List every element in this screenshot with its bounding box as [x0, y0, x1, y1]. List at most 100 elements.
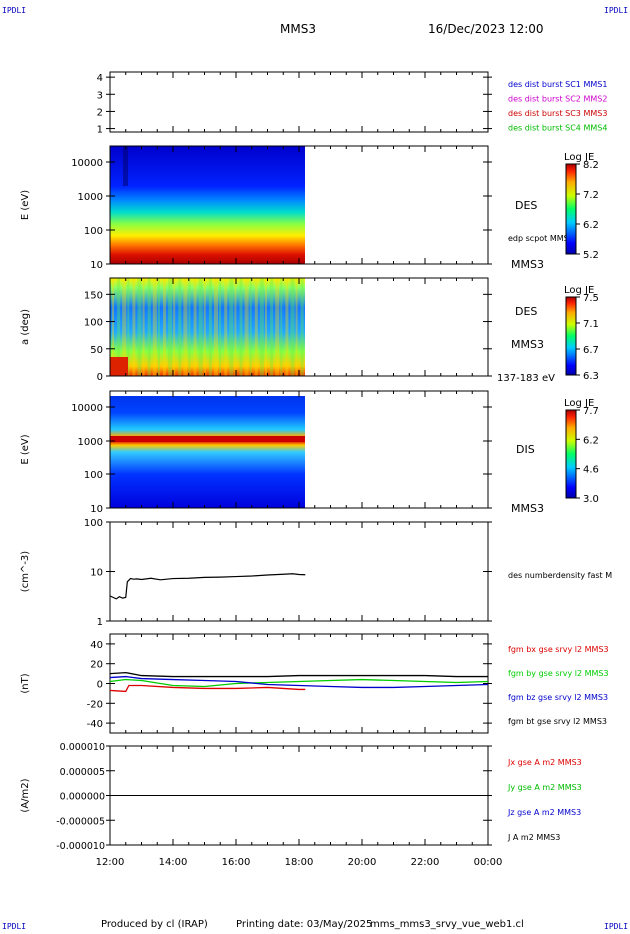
des-pitch-stripe	[244, 278, 249, 376]
corner-label-bottom-left: IPDLI	[2, 922, 27, 931]
des-pitch-stripe	[193, 278, 197, 376]
y-tick-label: 150	[84, 290, 103, 301]
dis-energy-spectrogram	[110, 396, 305, 508]
des-pitch-stripe	[183, 278, 188, 376]
des-pitch-stripe	[249, 278, 252, 376]
footer-printing-date: Printing date: 03/May/2025	[236, 919, 373, 930]
y-axis-label: (cm^-3)	[20, 551, 31, 592]
header-spacecraft: MMS3	[280, 22, 316, 36]
des-pitch-stripe	[178, 278, 182, 376]
y-tick-label: 0.000005	[60, 767, 105, 778]
des-energy-right-sub: edp scpot MMS3	[508, 234, 574, 243]
panel-quality	[109, 71, 489, 133]
des-pitch-spectrogram	[110, 278, 305, 376]
density-legend-label: des numberdensity fast M	[508, 571, 612, 580]
des-pitch-stripe	[152, 278, 157, 376]
colorbar-tick-label: 7.5	[583, 293, 599, 304]
y-tick-label: -20	[87, 699, 103, 710]
magnetic-line-1	[109, 678, 489, 688]
colorbar-tick-label: 6.2	[583, 435, 599, 446]
quality-legend-label: des dist burst SC1 MMS1	[508, 80, 607, 89]
des-pitch-stripe	[214, 278, 218, 376]
des-pitch-right-label: DES	[515, 305, 537, 318]
des-pitch-stripe	[295, 278, 298, 376]
colorbar-tick-label: 7.1	[583, 319, 599, 330]
y-tick-label: 2	[97, 107, 103, 118]
des-pitch-stripe	[203, 278, 206, 376]
des-pitch-stripe	[239, 278, 243, 376]
des-pitch-stripe	[168, 278, 173, 376]
y-tick-label: 10	[90, 568, 103, 579]
magnetic-legend-label: fgm by gse srvy l2 MMS3	[508, 669, 609, 678]
magnetic-legend-label: fgm bx gse srvy l2 MMS3	[508, 645, 609, 654]
des-energy-right-label: DES	[515, 199, 537, 212]
x-tick-label: 14:00	[159, 857, 188, 868]
des-pitch-stripe	[280, 278, 283, 376]
y-tick-label: 100	[84, 226, 103, 237]
colorbar-tick-label: 6.2	[583, 220, 599, 231]
des-energy-bottom-label: MMS3	[511, 258, 544, 271]
des-pitch-right-sub: MMS3	[511, 338, 544, 351]
corner-label-top-left: IPDLI	[2, 6, 27, 15]
des-pitch-stripe	[224, 278, 228, 376]
y-tick-label: 100	[84, 470, 103, 481]
des-pitch-stripe	[285, 278, 289, 376]
y-tick-label: 100	[84, 318, 103, 329]
magnetic-legend-label: fgm bz gse srvy l2 MMS3	[508, 693, 608, 702]
colorbar-tick-label: 7.7	[583, 406, 599, 417]
colorbar-title: Log JE	[564, 285, 594, 296]
x-tick-label: 12:00	[96, 857, 125, 868]
y-tick-label: -0.000010	[56, 841, 105, 852]
des-pitch-stripe	[259, 278, 264, 376]
colorbar-tick-label: 7.2	[583, 190, 599, 201]
x-tick-label: 18:00	[285, 857, 314, 868]
des-pitch-stripe	[198, 278, 203, 376]
current-legend-label: Jz gse A m2 MMS3	[507, 808, 581, 817]
des-pitch-stripe	[234, 278, 237, 376]
des-pitch-stripe	[229, 278, 234, 376]
colorbar-title: Log JE	[564, 152, 594, 163]
quality-legend-label: des dist burst SC4 MMS4	[508, 124, 607, 133]
x-tick-label: 22:00	[411, 857, 440, 868]
des-pitch-stripe	[265, 278, 267, 376]
y-tick-label: -0.000005	[56, 816, 105, 827]
des-pitch-stripe	[300, 278, 304, 376]
y-tick-label: 1	[97, 617, 103, 628]
des-pitch-stripe	[142, 278, 145, 376]
y-axis-label: (nT)	[20, 673, 31, 693]
y-axis-label: (A/m2)	[20, 778, 31, 812]
des-pitch-stripe	[147, 278, 151, 376]
magnetic-line-0	[109, 684, 306, 693]
des-pitch-stripe	[188, 278, 191, 376]
y-tick-label: 40	[90, 640, 103, 651]
y-tick-label: 10000	[71, 403, 103, 414]
current-legend-label: Jx gse A m2 MMS3	[507, 758, 582, 767]
des-pitch-stripe	[127, 278, 130, 376]
colorbar-tick-label: 3.0	[583, 494, 599, 505]
des-pitch-stripe	[173, 278, 176, 376]
y-tick-label: 10000	[71, 158, 103, 169]
dis-energy-colorbar	[565, 409, 577, 499]
y-tick-label: 100	[84, 518, 103, 529]
footer-produced: Produced by cl (IRAP)	[101, 919, 208, 930]
panel-magnetic	[109, 633, 489, 734]
des-pitch-stripe	[219, 278, 222, 376]
x-tick-label: 00:00	[474, 857, 503, 868]
corner-label-top-right: IPDLI	[604, 6, 629, 15]
colorbar-title: Log JE	[564, 398, 594, 409]
current-legend-label: J A m2 MMS3	[507, 833, 560, 842]
colorbar-tick-label: 5.2	[583, 250, 599, 261]
colorbar-tick-label: 6.7	[583, 345, 599, 356]
x-tick-label: 16:00	[222, 857, 251, 868]
dis-energy-peak-band	[110, 436, 305, 442]
y-tick-label: 3	[97, 90, 103, 101]
des-pitch-stripe	[254, 278, 258, 376]
des-pitch-stripe	[290, 278, 295, 376]
magnetic-legend-label: fgm bt gse srvy l2 MMS3	[508, 717, 607, 726]
quality-legend-label: des dist burst SC2 MMS2	[508, 95, 607, 104]
colorbar-tick-label: 4.6	[583, 465, 599, 476]
magnetic-line-2	[109, 675, 489, 689]
y-tick-label: 10	[90, 504, 103, 515]
colorbar-tick-label: 6.3	[583, 371, 599, 382]
